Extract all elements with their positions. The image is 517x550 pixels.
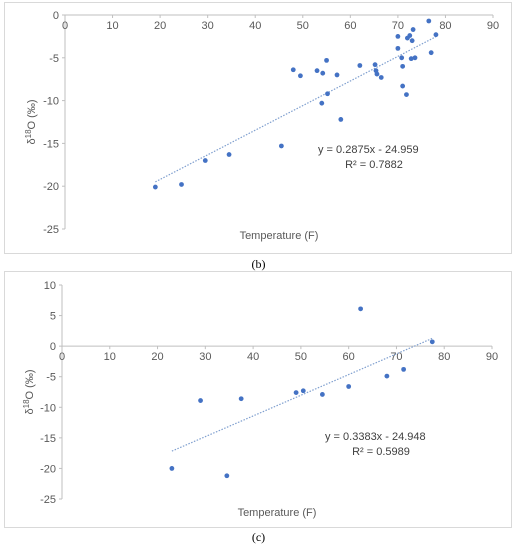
y-tick-label: -10 xyxy=(40,402,56,414)
y-axis-title-suffix: O (‰) xyxy=(26,100,38,130)
trendline xyxy=(171,337,433,452)
data-point xyxy=(202,158,208,163)
x-tick-label: 50 xyxy=(295,351,307,363)
y-axis-title: δ18O (‰) xyxy=(24,100,39,145)
data-point xyxy=(169,466,175,471)
x-tick-label: 70 xyxy=(390,351,402,363)
data-point xyxy=(433,32,439,38)
x-tick-label: 40 xyxy=(247,351,259,363)
y-tick-label: -5 xyxy=(49,53,59,65)
data-point xyxy=(404,92,409,98)
y-tick-label: 10 xyxy=(44,280,56,292)
data-point xyxy=(298,73,303,79)
data-point xyxy=(293,390,299,396)
x-tick-label: 10 xyxy=(106,20,118,32)
data-point xyxy=(378,75,384,80)
data-point xyxy=(238,396,244,402)
y-axis-title: δ18O (‰) xyxy=(22,370,37,415)
caption-b: (b) xyxy=(251,257,266,271)
data-point xyxy=(198,398,203,403)
data-point xyxy=(319,392,325,397)
y-tick-label: -15 xyxy=(43,138,59,150)
x-tick-label: 10 xyxy=(104,351,116,363)
data-point xyxy=(410,27,416,32)
x-tick-label: 80 xyxy=(438,351,450,363)
data-point xyxy=(324,57,329,63)
data-point xyxy=(429,339,435,345)
x-tick-label: 0 xyxy=(62,20,68,32)
y-axis-title-suffix: O (‰) xyxy=(24,370,36,400)
data-point xyxy=(384,373,390,379)
data-point xyxy=(224,473,230,479)
data-point xyxy=(428,50,434,56)
caption-c: (c) xyxy=(251,530,266,544)
data-point xyxy=(290,67,296,73)
data-point xyxy=(278,143,284,149)
x-axis-title: Temperature (F) xyxy=(238,507,317,519)
data-point xyxy=(400,83,406,89)
data-point xyxy=(319,100,325,106)
x-tick-label: 30 xyxy=(202,20,214,32)
data-point xyxy=(412,55,418,61)
data-point xyxy=(325,91,330,97)
y-tick-label: -25 xyxy=(40,494,56,506)
y-axis-title-prefix: δ xyxy=(26,138,38,144)
x-tick-label: 20 xyxy=(154,20,166,32)
x-tick-label: 0 xyxy=(59,351,65,363)
y-axis-title-superscript: 18 xyxy=(22,399,31,408)
y-axis-title-prefix: δ xyxy=(24,408,36,414)
data-point xyxy=(314,68,320,74)
y-tick-label: 0 xyxy=(53,10,59,22)
data-point xyxy=(395,45,401,51)
y-tick-label: -15 xyxy=(40,433,56,445)
data-point xyxy=(346,384,352,389)
x-tick-label: 70 xyxy=(392,20,404,32)
y-tick-label: -20 xyxy=(40,463,56,475)
data-point xyxy=(300,388,306,394)
data-point xyxy=(409,38,415,44)
data-point xyxy=(408,56,414,62)
x-tick-label: 80 xyxy=(439,20,451,32)
x-tick-label: 40 xyxy=(249,20,261,32)
y-tick-label: 0 xyxy=(50,341,56,353)
data-point xyxy=(407,33,413,38)
data-point xyxy=(334,72,340,78)
y-tick-label: -10 xyxy=(43,96,59,108)
y-axis-title-superscript: 18 xyxy=(24,129,33,138)
x-tick-label: 90 xyxy=(486,351,498,363)
data-point xyxy=(357,63,363,68)
data-point xyxy=(338,117,344,122)
x-tick-label: 30 xyxy=(199,351,211,363)
data-point xyxy=(399,55,405,61)
data-point xyxy=(395,34,401,39)
r-squared-label: R² = 0.7882 xyxy=(345,159,403,171)
trendline-equation: y = 0.3383x - 24.948 xyxy=(325,431,426,443)
x-tick-label: 60 xyxy=(344,20,356,32)
data-point xyxy=(226,152,232,157)
chart-panel-b: 0 10 20 30 40 50 60 70 80 90 0 -5 -10 -15 -20 -25 y = 0.… xyxy=(4,2,512,254)
data-point xyxy=(400,63,406,69)
y-tick-label: -20 xyxy=(43,181,59,193)
data-point xyxy=(426,18,432,24)
data-point xyxy=(152,184,158,190)
x-tick-label: 20 xyxy=(151,351,163,363)
data-point xyxy=(374,71,380,77)
y-tick-label: 5 xyxy=(50,311,56,323)
data-point xyxy=(320,70,326,76)
data-point xyxy=(401,366,407,372)
r-squared-label: R² = 0.5989 xyxy=(352,446,410,458)
x-axis-title: Temperature (F) xyxy=(240,230,319,242)
data-point xyxy=(372,62,378,68)
x-tick-label: 60 xyxy=(343,351,355,363)
scatter-chart-b: 0 10 20 30 40 50 60 70 80 90 0 -5 -10 -15 -20 -25 y = 0.… xyxy=(24,10,500,242)
trendline-equation: y = 0.2875x - 24.959 xyxy=(318,144,419,156)
y-tick-label: -5 xyxy=(46,372,56,384)
chart-panel-c: 0 10 20 30 40 50 60 70 80 90 10 5 0 -5 -10 -15 -20 -25 y =… xyxy=(4,271,512,528)
x-tick-label: 50 xyxy=(297,20,309,32)
x-tick-label: 90 xyxy=(487,20,499,32)
y-tick-label: -25 xyxy=(43,224,59,236)
data-point xyxy=(358,306,364,312)
data-point xyxy=(179,182,184,187)
